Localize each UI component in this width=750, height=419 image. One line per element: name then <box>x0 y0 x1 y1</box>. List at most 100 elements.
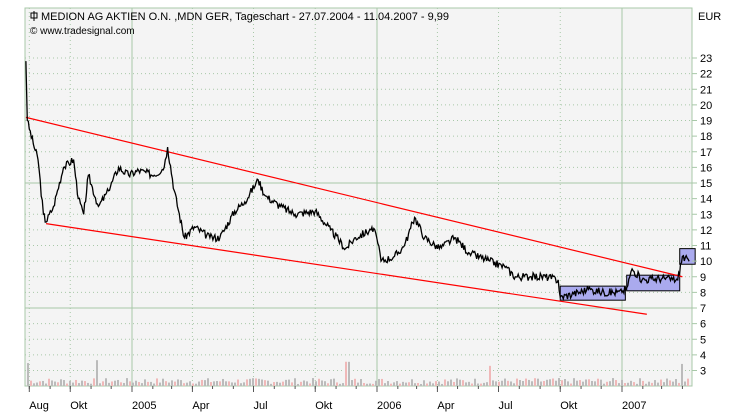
volume-bar <box>339 383 341 386</box>
grid <box>25 8 692 386</box>
volume-bar <box>159 382 161 386</box>
volume-bar <box>621 379 623 386</box>
volume-bar <box>579 380 581 386</box>
volume-bar <box>27 363 29 386</box>
y-tick-label: 23 <box>700 53 712 65</box>
volume-bar <box>66 383 68 386</box>
volume-bar <box>150 381 152 386</box>
volume-bar <box>267 380 269 386</box>
volume-bar <box>516 378 518 386</box>
volume-bar <box>111 381 113 386</box>
volume-bar <box>462 380 464 386</box>
volume-bar <box>306 381 308 386</box>
volume-bar <box>501 380 503 386</box>
volume-bar <box>612 378 614 386</box>
volume-bar <box>186 382 188 386</box>
volume-bar <box>294 378 296 386</box>
volume-bar <box>441 383 443 386</box>
volume-bar <box>330 379 332 386</box>
x-axis: Aug Okt 2005 Apr Jul Okt 2006 Apr Jul Okt 2007 <box>28 386 683 412</box>
volume-bar <box>429 381 431 386</box>
volume-bar <box>531 381 533 386</box>
volume-bar <box>54 381 56 386</box>
volume-bar <box>57 382 59 386</box>
volume-bar <box>486 382 488 386</box>
volume-bar <box>93 378 95 386</box>
volume-bar <box>348 361 350 386</box>
volume-bar <box>42 380 44 386</box>
volume-bar <box>603 383 605 386</box>
volume-bar <box>414 383 416 386</box>
y-tick-label: 8 <box>700 287 706 299</box>
volume-bar <box>192 383 194 386</box>
volume-bar <box>144 379 146 386</box>
volume-bar <box>36 382 38 386</box>
x-tick-label: Apr <box>192 400 209 412</box>
volume-bar <box>336 382 338 386</box>
volume-bar <box>369 383 371 386</box>
volume-bar <box>384 383 386 386</box>
volume-bar <box>534 378 536 386</box>
y-tick-label: 5 <box>700 334 706 346</box>
volume-bar <box>492 380 494 386</box>
volume-bar <box>204 380 206 386</box>
volume-bar <box>234 382 236 386</box>
volume-bar <box>537 378 539 386</box>
volume-bar <box>552 378 554 386</box>
volume-bar <box>498 381 500 386</box>
volume-bar <box>177 379 179 386</box>
volume-bar <box>201 379 203 386</box>
volume-bar <box>540 381 542 386</box>
volume-bar <box>519 380 521 386</box>
volume-bar <box>669 380 671 386</box>
volume-bar <box>573 378 575 386</box>
volume-bar <box>75 379 77 386</box>
volume-bar <box>291 382 293 386</box>
x-tick-label: Jul <box>498 400 512 412</box>
x-tick-label: Okt <box>70 400 87 412</box>
volume-bar <box>147 381 149 386</box>
volume-bar <box>84 381 86 386</box>
volume-bar <box>387 381 389 386</box>
volume-bar <box>45 383 47 386</box>
volume-bar <box>174 381 176 386</box>
volume-bar <box>135 380 137 386</box>
volume-bar <box>351 380 353 386</box>
volume-bar <box>99 383 101 386</box>
volume-bar <box>525 378 527 386</box>
volume-bar <box>363 382 365 386</box>
volume-bar <box>432 383 434 386</box>
volume-bar <box>273 382 275 386</box>
volume-bar <box>276 381 278 386</box>
volume-bar <box>426 383 428 386</box>
volume-bar <box>567 381 569 386</box>
volume-bar <box>96 360 98 386</box>
y-tick-label: 15 <box>700 178 712 190</box>
volume-bar <box>474 378 476 386</box>
volume-bar <box>633 382 635 386</box>
volume-bar <box>51 380 53 386</box>
volume-bar <box>648 381 650 386</box>
chart-subtitle: © www.tradesignal.com <box>30 26 135 37</box>
y-tick-label: 18 <box>700 131 712 143</box>
plot-background <box>24 7 693 387</box>
x-tick-label: Okt <box>560 400 577 412</box>
volume-bar <box>285 379 287 386</box>
volume-bar <box>189 381 191 386</box>
volume-bar <box>357 382 359 386</box>
volume-bar <box>162 378 164 386</box>
volume-bar <box>345 361 347 386</box>
volume-bar <box>561 380 563 386</box>
volume-bar <box>582 381 584 386</box>
volume-bar <box>684 381 686 386</box>
volume-bar <box>480 383 482 386</box>
volume-bar <box>687 378 689 386</box>
volume-bar <box>588 379 590 386</box>
volume-bar <box>207 378 209 386</box>
volume-bar <box>507 380 509 386</box>
trendlines <box>25 116 683 315</box>
volume-bar <box>435 381 437 386</box>
volume-bar <box>468 381 470 386</box>
volume-bar <box>606 381 608 386</box>
y-axis: 3 4 5 6 7 8 9 10 11 12 13 14 15 16 17 18 19 20 21 22 23 <box>692 53 712 378</box>
